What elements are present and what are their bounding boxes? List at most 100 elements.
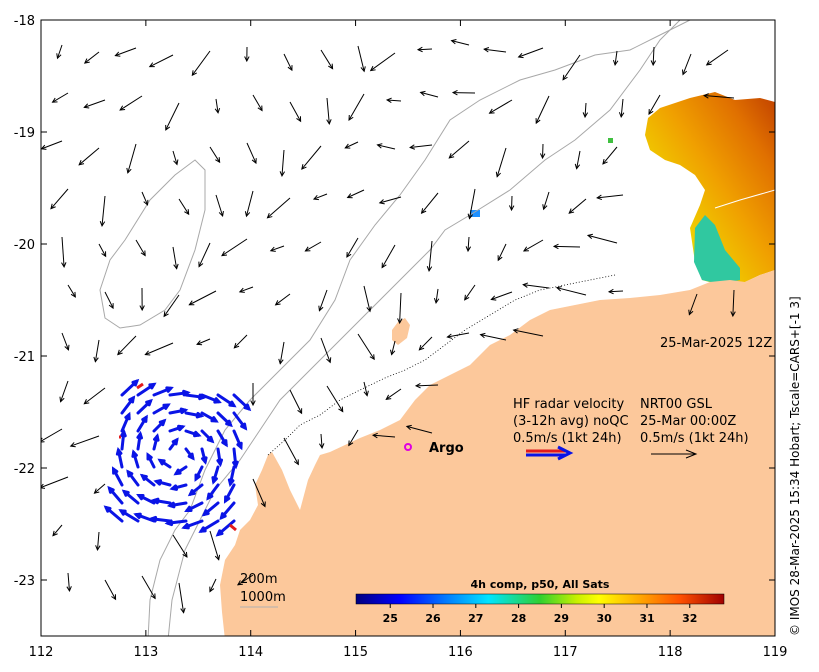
model-arrow <box>348 429 359 447</box>
land-mainland <box>220 270 775 636</box>
model-arrow <box>278 341 285 365</box>
model-arrow <box>369 52 396 72</box>
model-arrow <box>214 98 221 114</box>
model-arrow <box>188 290 217 306</box>
hf-arrow <box>131 449 140 469</box>
hf-legend-line1: HF radar velocity <box>513 397 625 412</box>
model-arrow <box>289 101 302 123</box>
hf-arrow <box>184 501 204 513</box>
model-arrow <box>98 243 107 258</box>
model-arrow <box>574 150 581 170</box>
model-arrow <box>344 141 359 149</box>
hf-arrow <box>126 469 140 487</box>
hf-legend-line3: 0.5m/s (1kt 24h) <box>513 431 622 446</box>
hf-arrow <box>200 393 222 404</box>
hf-arrow <box>211 465 220 485</box>
model-arrow <box>363 285 372 313</box>
model-arrow <box>319 433 325 450</box>
model-arrow <box>244 190 254 218</box>
y-axis: -18 -19 -20 -21 -22 -23 <box>14 14 775 589</box>
hf-arrow <box>168 407 189 415</box>
model-arrow <box>236 574 254 586</box>
model-arrow <box>357 333 375 361</box>
model-arrow <box>148 54 174 68</box>
hf-arrow <box>187 483 204 497</box>
model-arrow <box>83 51 100 64</box>
hf-arrow <box>219 501 236 521</box>
sst-speck <box>470 210 480 217</box>
model-arrow <box>172 246 179 270</box>
model-arrow <box>67 284 76 298</box>
model-arrow <box>648 94 661 115</box>
hf-arrow <box>216 393 237 408</box>
colorbar-tick-label: 25 <box>383 612 398 625</box>
model-arrow <box>209 530 221 561</box>
hf-arrow <box>136 398 153 415</box>
nrt-legend-line3: 0.5m/s (1kt 24h) <box>640 431 749 446</box>
y-tick-label: -19 <box>14 126 35 141</box>
hf-arrow <box>166 501 188 509</box>
model-arrow <box>320 49 334 70</box>
hf-arrow <box>232 411 248 431</box>
hf-arrow <box>216 447 224 468</box>
model-arrow <box>326 97 332 125</box>
model-arrow <box>451 89 476 96</box>
model-arrow <box>730 289 736 318</box>
hf-arrow <box>136 382 157 397</box>
model-arrow <box>283 53 293 72</box>
hf-arrow <box>152 386 174 397</box>
hf-arrow <box>146 452 156 469</box>
sst-patch <box>645 92 775 285</box>
y-tick-label: -22 <box>14 462 35 477</box>
hf-arrow <box>232 393 252 412</box>
sst-cool-edge <box>694 215 740 284</box>
model-arrow <box>512 328 544 337</box>
model-arrow <box>596 194 624 201</box>
x-tick-label: 112 <box>29 645 54 660</box>
model-arrow <box>301 145 322 170</box>
contour-200-label: 200m <box>240 572 277 587</box>
model-arrow <box>83 99 106 109</box>
colorbar-tick-label: 29 <box>554 612 569 625</box>
model-arrow <box>385 388 402 400</box>
hf-arrow <box>194 465 204 482</box>
model-arrow <box>517 47 544 59</box>
model-arrow <box>266 197 291 219</box>
model-current-arrows <box>41 38 736 614</box>
hf-arrow <box>136 493 156 505</box>
hf-arrow <box>232 429 243 451</box>
model-arrow <box>618 98 625 119</box>
model-arrow <box>465 236 472 253</box>
hf-arrow <box>121 489 140 505</box>
contour-island <box>99 159 206 329</box>
model-arrow <box>41 476 69 489</box>
model-arrow <box>244 46 250 63</box>
contour-200m <box>167 20 681 636</box>
model-arrow <box>586 233 618 244</box>
model-arrow <box>198 242 211 268</box>
hf-arrow <box>136 430 144 451</box>
model-arrow <box>283 437 299 466</box>
model-arrow <box>607 288 624 295</box>
model-arrow <box>414 382 439 389</box>
model-arrow <box>522 282 550 289</box>
contour-1000m <box>147 20 691 636</box>
model-arrow <box>274 293 291 306</box>
model-arrow <box>93 483 106 494</box>
model-arrow <box>363 381 369 397</box>
hf-arrow <box>111 466 124 487</box>
model-arrow <box>602 146 618 165</box>
model-arrow <box>246 142 257 165</box>
model-arrow <box>78 147 100 166</box>
model-arrow <box>50 188 69 210</box>
hf-arrow <box>181 519 204 530</box>
x-axis: 112 113 114 115 116 117 118 119 <box>29 20 787 660</box>
model-arrow <box>378 196 402 205</box>
model-arrow <box>252 478 266 508</box>
argo-label: Argo <box>429 441 464 456</box>
y-tick-label: -21 <box>14 350 35 365</box>
model-arrow <box>483 47 507 53</box>
model-arrow <box>233 334 248 349</box>
hf-arrow <box>120 378 140 397</box>
model-arrow <box>418 336 433 351</box>
